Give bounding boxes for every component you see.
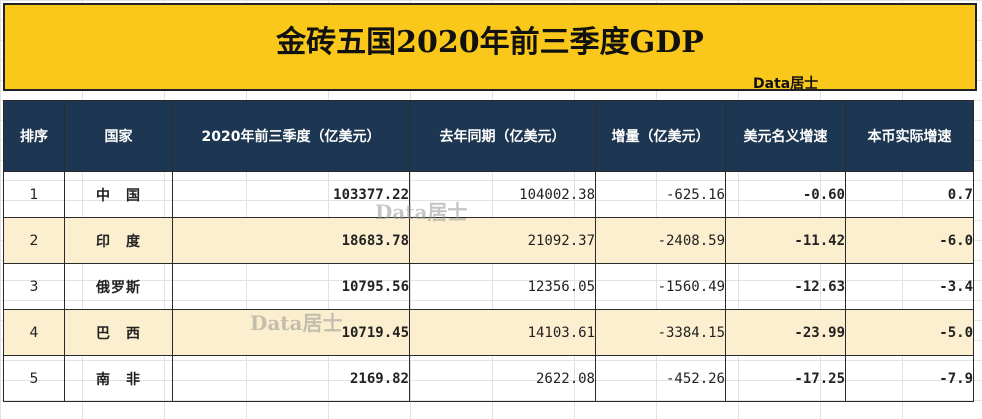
- country-cell[interactable]: 印 度: [64, 217, 173, 264]
- usd-growth-cell[interactable]: -17.25: [725, 355, 846, 402]
- local-growth-cell[interactable]: 0.7: [845, 171, 974, 218]
- local-growth-cell[interactable]: -3.4: [845, 263, 974, 310]
- prev-year-cell[interactable]: 12356.05: [409, 263, 596, 310]
- header-usd-growth[interactable]: 美元名义增速: [725, 100, 846, 172]
- gdp-2020-cell[interactable]: 103377.22: [172, 171, 410, 218]
- gdp-2020-cell[interactable]: 10795.56: [172, 263, 410, 310]
- header-gdp-2020[interactable]: 2020年前三季度（亿美元）: [172, 100, 410, 172]
- usd-growth-cell[interactable]: -11.42: [725, 217, 846, 264]
- rank-cell[interactable]: 1: [3, 171, 65, 218]
- country-cell[interactable]: 中 国: [64, 171, 173, 218]
- table-header-row: 排序 国家 2020年前三季度（亿美元） 去年同期（亿美元） 增量（亿美元） 美…: [3, 100, 974, 172]
- rank-cell[interactable]: 4: [3, 309, 65, 356]
- header-country[interactable]: 国家: [64, 100, 173, 172]
- table-row: 5 南 非 2169.82 2622.08 -452.26 -17.25 -7.…: [3, 355, 974, 402]
- delta-cell[interactable]: -2408.59: [595, 217, 726, 264]
- prev-year-cell[interactable]: 21092.37: [409, 217, 596, 264]
- title-banner: 金砖五国2020年前三季度GDP Data居士: [3, 3, 977, 92]
- page-title: 金砖五国2020年前三季度GDP: [276, 25, 704, 60]
- delta-cell[interactable]: -452.26: [595, 355, 726, 402]
- prev-year-cell[interactable]: 104002.38: [409, 171, 596, 218]
- local-growth-cell[interactable]: -7.9: [845, 355, 974, 402]
- usd-growth-cell[interactable]: -23.99: [725, 309, 846, 356]
- usd-growth-cell[interactable]: -0.60: [725, 171, 846, 218]
- country-cell[interactable]: 俄罗斯: [64, 263, 173, 310]
- delta-cell[interactable]: -625.16: [595, 171, 726, 218]
- table-row: 2 印 度 18683.78 21092.37 -2408.59 -11.42 …: [3, 217, 974, 264]
- delta-cell[interactable]: -1560.49: [595, 263, 726, 310]
- rank-cell[interactable]: 3: [3, 263, 65, 310]
- country-cell[interactable]: 巴 西: [64, 309, 173, 356]
- table-row: 4 巴 西 10719.45 14103.61 -3384.15 -23.99 …: [3, 309, 974, 356]
- table-row: 3 俄罗斯 10795.56 12356.05 -1560.49 -12.63 …: [3, 263, 974, 310]
- delta-cell[interactable]: -3384.15: [595, 309, 726, 356]
- table-row: 1 中 国 103377.22 104002.38 -625.16 -0.60 …: [3, 171, 974, 218]
- rank-cell[interactable]: 2: [3, 217, 65, 264]
- author-credit: Data居士: [753, 76, 819, 92]
- gdp-2020-cell[interactable]: 10719.45: [172, 309, 410, 356]
- header-rank[interactable]: 排序: [3, 100, 65, 172]
- usd-growth-cell[interactable]: -12.63: [725, 263, 846, 310]
- prev-year-cell[interactable]: 14103.61: [409, 309, 596, 356]
- prev-year-cell[interactable]: 2622.08: [409, 355, 596, 402]
- local-growth-cell[interactable]: -5.0: [845, 309, 974, 356]
- header-delta[interactable]: 增量（亿美元）: [595, 100, 726, 172]
- gdp-2020-cell[interactable]: 18683.78: [172, 217, 410, 264]
- header-prev-year[interactable]: 去年同期（亿美元）: [409, 100, 596, 172]
- header-local-growth[interactable]: 本币实际增速: [845, 100, 974, 172]
- rank-cell[interactable]: 5: [3, 355, 65, 402]
- gdp-2020-cell[interactable]: 2169.82: [172, 355, 410, 402]
- gdp-table: 排序 国家 2020年前三季度（亿美元） 去年同期（亿美元） 增量（亿美元） 美…: [3, 100, 974, 402]
- local-growth-cell[interactable]: -6.0: [845, 217, 974, 264]
- country-cell[interactable]: 南 非: [64, 355, 173, 402]
